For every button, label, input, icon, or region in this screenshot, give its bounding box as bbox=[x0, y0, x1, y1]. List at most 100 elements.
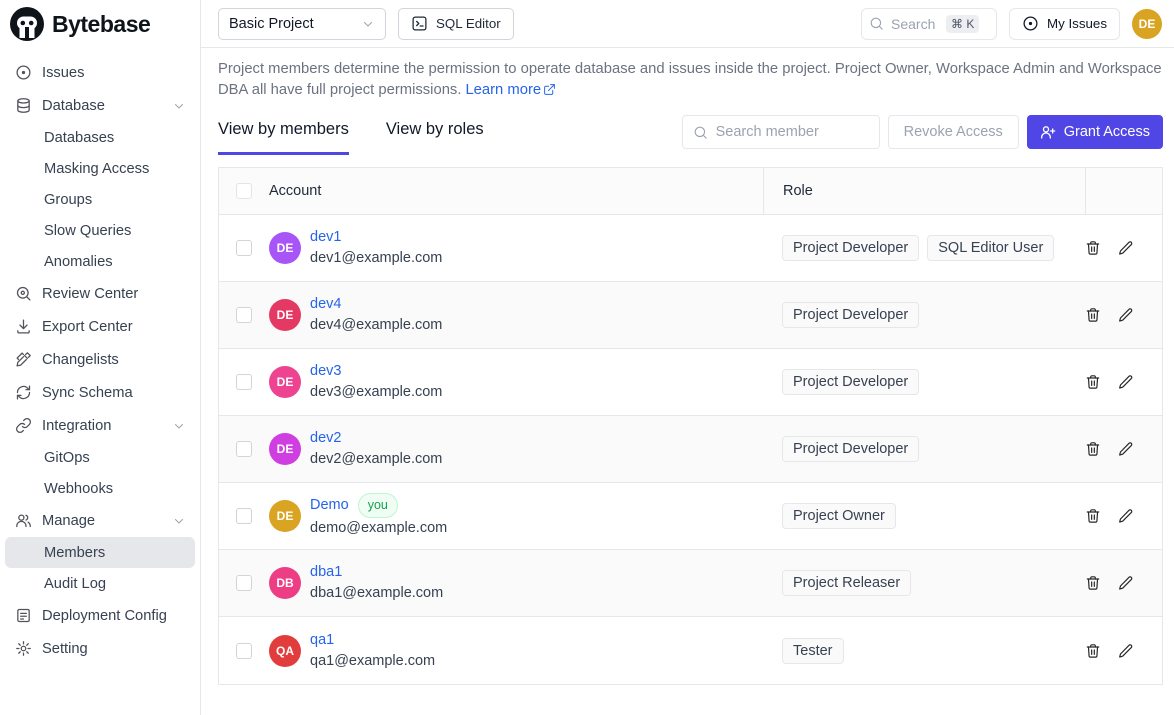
sidebar-item-webhooks[interactable]: Webhooks bbox=[44, 480, 114, 497]
sidebar-item-slow-queries[interactable]: Slow Queries bbox=[44, 222, 132, 239]
sidebar-item-database[interactable]: Database bbox=[5, 89, 195, 122]
search-shortcut: ⌘ K bbox=[946, 14, 980, 33]
member-avatar: DE bbox=[269, 366, 301, 398]
delete-member-icon[interactable] bbox=[1085, 575, 1101, 591]
user-avatar[interactable]: DE bbox=[1132, 8, 1162, 39]
row-checkbox[interactable] bbox=[236, 508, 252, 524]
sidebar-item-deployment-config[interactable]: Deployment Config bbox=[5, 599, 195, 632]
member-name-link[interactable]: dev3 bbox=[310, 363, 342, 379]
row-checkbox[interactable] bbox=[236, 642, 252, 659]
database-icon bbox=[14, 97, 32, 114]
my-issues-button[interactable]: My Issues bbox=[1009, 7, 1120, 40]
member-roles: Project Developer bbox=[763, 416, 1085, 482]
member-name-link[interactable]: Demo bbox=[310, 497, 349, 513]
sidebar-item-anomalies[interactable]: Anomalies bbox=[44, 253, 113, 270]
delete-member-icon[interactable] bbox=[1085, 307, 1101, 323]
select-all-checkbox[interactable] bbox=[236, 183, 252, 199]
column-account: Account bbox=[269, 183, 322, 199]
edit-member-icon[interactable] bbox=[1118, 643, 1134, 659]
sidebar-item-export-center[interactable]: Export Center bbox=[5, 310, 195, 343]
project-select[interactable]: Basic Project bbox=[218, 7, 386, 40]
member-email: qa1@example.com bbox=[310, 652, 436, 669]
member-name-link[interactable]: qa1 bbox=[310, 631, 335, 648]
table-header: Account Role bbox=[219, 168, 1162, 215]
member-name-link[interactable]: dba1 bbox=[310, 564, 343, 580]
row-checkbox[interactable] bbox=[236, 374, 252, 390]
member-roles: Project Developer SQL Editor User bbox=[763, 215, 1085, 281]
sidebar-item-audit-log[interactable]: Audit Log bbox=[44, 575, 107, 592]
users-icon bbox=[14, 512, 32, 529]
member-name-link[interactable]: dev1 bbox=[310, 229, 342, 245]
sidebar-item-members[interactable]: Members bbox=[5, 537, 195, 568]
tab-view-by-roles[interactable]: View by roles bbox=[385, 120, 484, 138]
sidebar-item-manage[interactable]: Manage bbox=[5, 504, 195, 537]
table-row: DE dev2 dev2@example.com Project Develop… bbox=[219, 416, 1162, 483]
sidebar-item-review-center[interactable]: Review Center bbox=[5, 277, 195, 310]
edit-member-icon[interactable] bbox=[1118, 240, 1134, 256]
edit-member-icon[interactable] bbox=[1118, 307, 1134, 323]
sidebar-item-sync-schema[interactable]: Sync Schema bbox=[5, 376, 195, 409]
member-name-link[interactable]: dev4 bbox=[310, 296, 342, 312]
global-search-input[interactable] bbox=[889, 14, 941, 33]
member-roles: Project Developer bbox=[763, 282, 1085, 348]
row-checkbox[interactable] bbox=[236, 441, 252, 457]
member-roles: Project Owner bbox=[763, 483, 1085, 549]
sidebar-item-issues[interactable]: Issues bbox=[5, 56, 195, 89]
circle-dot-icon bbox=[14, 64, 32, 81]
row-checkbox[interactable] bbox=[236, 575, 252, 591]
edit-member-icon[interactable] bbox=[1118, 374, 1134, 390]
delete-member-icon[interactable] bbox=[1085, 374, 1101, 390]
role-badge: Project Releaser bbox=[782, 570, 912, 596]
table-row: DE dev1 dev1@example.com Project Develop… bbox=[219, 215, 1162, 282]
export-icon bbox=[14, 318, 32, 335]
delete-member-icon[interactable] bbox=[1085, 240, 1101, 256]
row-checkbox[interactable] bbox=[236, 307, 252, 323]
sidebar-item-groups[interactable]: Groups bbox=[44, 191, 93, 208]
user-plus-icon bbox=[1040, 124, 1056, 140]
member-name-link[interactable]: dev2 bbox=[310, 430, 342, 446]
member-avatar: DE bbox=[269, 299, 301, 331]
row-checkbox[interactable] bbox=[236, 240, 252, 256]
learn-more-link[interactable]: Learn more bbox=[465, 82, 542, 98]
delete-member-icon[interactable] bbox=[1085, 441, 1101, 457]
column-role: Role bbox=[783, 183, 813, 199]
project-select-value: Basic Project bbox=[229, 15, 314, 32]
member-search-input[interactable] bbox=[713, 123, 869, 141]
circle-dot-icon bbox=[1022, 15, 1039, 32]
edit-member-icon[interactable] bbox=[1118, 508, 1134, 524]
member-email: dev3@example.com bbox=[310, 384, 443, 400]
grant-access-button[interactable]: Grant Access bbox=[1026, 115, 1163, 149]
delete-member-icon[interactable] bbox=[1085, 508, 1101, 524]
member-email: dev2@example.com bbox=[310, 451, 443, 467]
role-badge: Project Developer bbox=[782, 369, 920, 395]
role-badge: Project Owner bbox=[782, 503, 896, 529]
member-avatar: DE bbox=[269, 433, 301, 465]
you-badge: you bbox=[357, 493, 398, 518]
revoke-access-button[interactable]: Revoke Access bbox=[887, 115, 1019, 149]
search-icon bbox=[869, 16, 884, 31]
delete-member-icon[interactable] bbox=[1085, 643, 1101, 659]
changelist-icon bbox=[14, 351, 32, 368]
sidebar-item-gitops[interactable]: GitOps bbox=[44, 449, 90, 466]
member-avatar: QA bbox=[269, 634, 301, 667]
member-search[interactable] bbox=[681, 115, 880, 149]
sidebar-item-integration[interactable]: Integration bbox=[5, 409, 195, 442]
table-row: DE dev3 dev3@example.com Project Develop… bbox=[219, 349, 1162, 416]
member-email: dev4@example.com bbox=[310, 317, 443, 333]
members-table: Account Role DE dev1 dev1@example.com Pr… bbox=[218, 167, 1163, 685]
sidebar-item-changelists[interactable]: Changelists bbox=[5, 343, 195, 376]
review-center-icon bbox=[14, 285, 32, 302]
brand-name: Bytebase bbox=[52, 10, 151, 37]
global-search[interactable]: ⌘ K bbox=[861, 7, 997, 40]
sql-editor-button[interactable]: SQL Editor bbox=[398, 7, 514, 40]
sidebar-item-databases[interactable]: Databases bbox=[44, 129, 115, 146]
sidebar: Bytebase Issues Database Databases Maski… bbox=[0, 0, 201, 715]
sidebar-item-setting[interactable]: Setting bbox=[5, 632, 195, 665]
edit-member-icon[interactable] bbox=[1118, 441, 1134, 457]
tab-view-by-members[interactable]: View by members bbox=[218, 120, 349, 155]
member-email: dev1@example.com bbox=[310, 250, 443, 266]
sidebar-item-masking-access[interactable]: Masking Access bbox=[44, 160, 150, 177]
brand-logo[interactable]: Bytebase bbox=[0, 0, 200, 48]
role-badge: Project Developer bbox=[782, 302, 920, 328]
edit-member-icon[interactable] bbox=[1118, 575, 1134, 591]
